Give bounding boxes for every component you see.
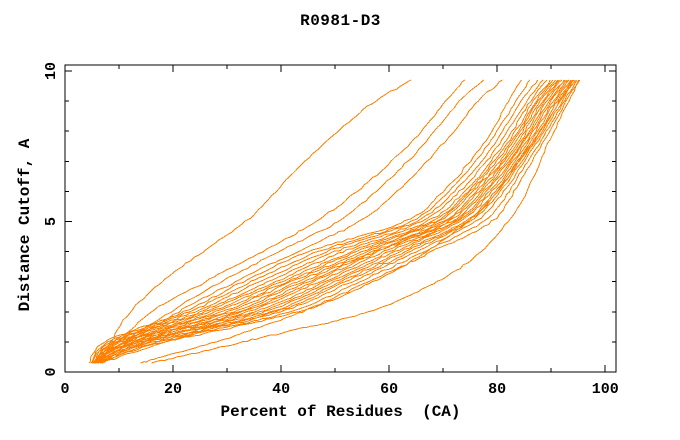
model-curve-21 [93,79,573,364]
x-tick-label: 60 [380,381,398,398]
model-curve-20 [98,79,572,364]
curves-layer [88,79,581,364]
model-curve-6 [91,79,531,364]
x-tick-label: 40 [272,381,290,398]
model-curve-12 [93,79,556,364]
model-curve-1 [91,79,411,364]
model-curve-15 [95,79,563,364]
model-curve-10 [95,79,551,364]
x-tick-label: 0 [60,381,69,398]
chart-title: R0981-D3 [300,12,381,30]
y-tick-label: 0 [43,367,60,376]
y-tick-label: 10 [43,62,60,80]
model-curve-25 [101,79,580,364]
model-curve-7 [94,79,539,364]
model-curve-24 [97,79,578,364]
y-tick-label: 5 [43,217,60,226]
y-axis-label: Distance Cutoff, A [16,138,34,312]
x-tick-label: 80 [488,381,506,398]
model-curve-22 [95,79,575,364]
x-axis-label: Percent of Residues (CA) [220,403,461,421]
model-curve-27 [151,79,581,364]
model-curve-11 [91,79,554,364]
model-curve-18 [92,79,568,364]
model-curve-13 [97,79,559,364]
model-curve-14 [92,79,561,364]
model-curve-23 [99,79,576,364]
model-curve-9 [92,79,548,364]
model-curve-5 [88,79,522,364]
x-tick-label: 100 [592,381,619,398]
model-curve-3 [94,79,485,364]
x-tick-label: 20 [164,381,182,398]
model-curve-2 [94,79,465,364]
axes-layer [64,64,617,373]
model-curve-26 [140,79,574,364]
model-curve-17 [96,79,567,364]
tick-labels: 0 20 40 60 80 100 0 5 10 [43,62,619,398]
